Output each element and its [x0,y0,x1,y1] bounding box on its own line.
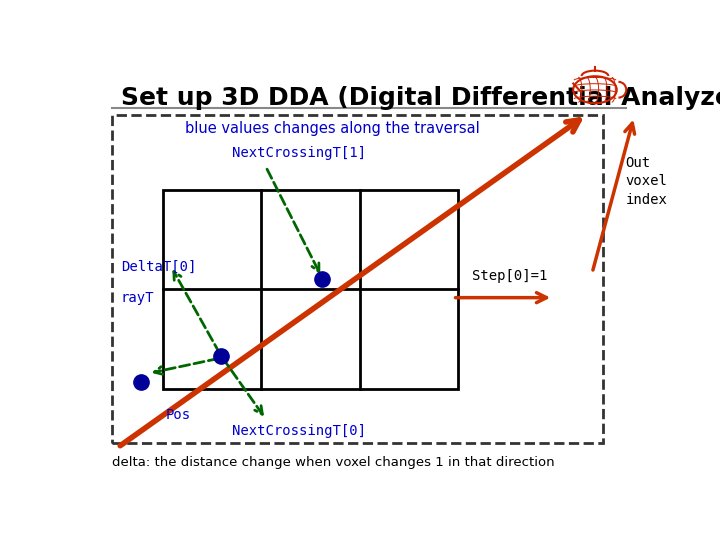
Text: NextCrossingT[0]: NextCrossingT[0] [233,424,366,438]
Text: DeltaT[0]: DeltaT[0] [121,259,196,273]
Text: rayT: rayT [121,291,154,305]
Text: delta: the distance change when voxel changes 1 in that direction: delta: the distance change when voxel ch… [112,456,555,469]
Text: NextCrossingT[1]: NextCrossingT[1] [233,146,366,160]
Text: Out
voxel
index: Out voxel index [626,156,667,207]
Text: Set up 3D DDA (Digital Differential Analyzer): Set up 3D DDA (Digital Differential Anal… [121,85,720,110]
Text: blue values changes along the traversal: blue values changes along the traversal [185,121,480,136]
Text: Pos: Pos [166,408,191,422]
Bar [112,114,603,443]
Text: Step[0]=1: Step[0]=1 [472,269,548,283]
Bar [163,190,459,389]
